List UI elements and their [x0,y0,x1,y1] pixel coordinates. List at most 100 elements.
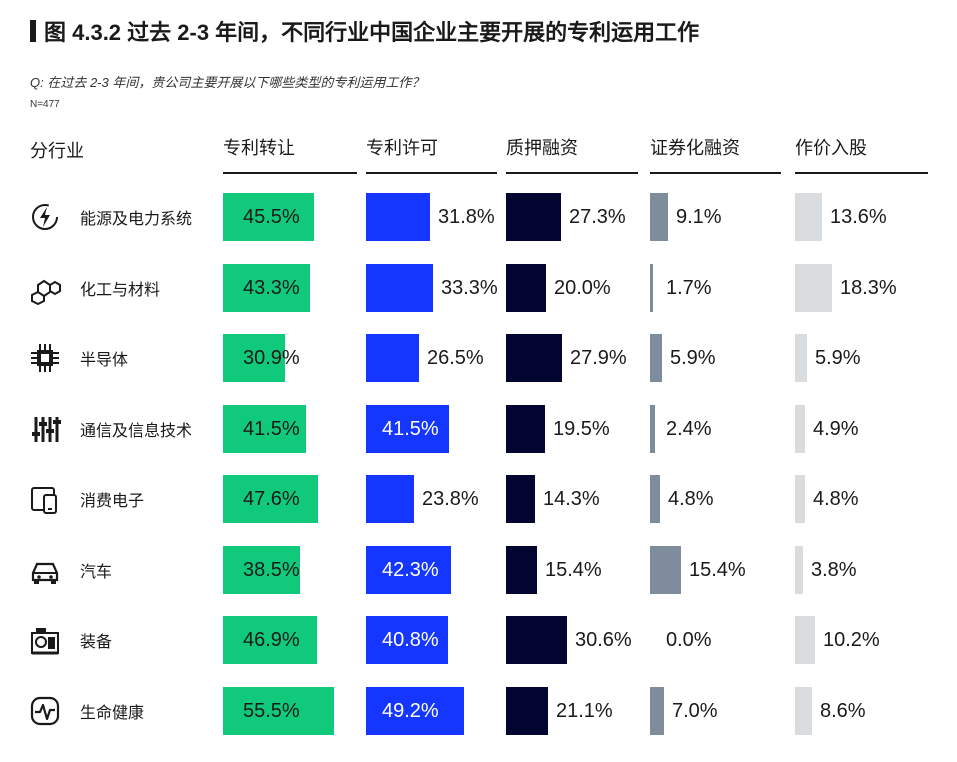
data-label: 4.8% [813,488,859,510]
devices-icon [28,482,62,516]
data-label: 42.3% [382,558,439,581]
industry-label: 通信及信息技术 [80,422,193,440]
data-label: 21.1% [556,699,613,722]
data-label: 41.5% [382,417,439,440]
data-label: 1.7% [666,276,712,299]
data-label: 26.5% [427,347,484,369]
data-label: 20.0% [554,276,611,299]
data-label: 5.9% [815,347,861,369]
data-label: 9.1% [676,206,722,228]
data-label: 10.2% [823,629,880,651]
data-label: 27.9% [570,347,627,369]
industry-label: 生命健康 [80,704,145,722]
bar [650,404,655,453]
bar [650,263,653,312]
bar [366,475,414,523]
data-label: 33.3% [441,276,498,299]
bar [795,686,812,735]
bar [223,686,334,735]
bar [650,193,668,241]
bar [366,193,430,241]
industry-label: 汽车 [80,563,113,581]
data-label: 30.9% [243,347,300,369]
data-label: 55.5% [243,699,300,722]
bar [506,263,546,312]
bar [506,545,537,594]
data-label: 5.9% [670,347,716,369]
bar [366,404,449,453]
industry-label: 化工与材料 [80,281,161,299]
bar [223,616,317,664]
bar [795,404,805,453]
bar [795,334,807,382]
data-label: 38.5% [243,558,300,581]
survey-question: Q: 在过去 2-3 年间，贵公司主要开展以下哪些类型的专利运用工作？ [30,75,425,90]
column-rule [795,172,928,174]
bar [650,475,660,523]
data-label: 3.8% [811,558,857,581]
data-label: 31.8% [438,206,495,228]
bar [795,263,832,312]
pulse-icon [28,694,62,728]
data-label: 4.9% [813,417,859,440]
data-label: 13.6% [830,206,887,228]
data-label: 30.6% [575,629,632,651]
column-header: 专利许可 [366,138,438,158]
bar [506,193,561,241]
sliders-icon [28,412,62,446]
bar [506,404,545,453]
bar [223,545,300,594]
bar [506,475,535,523]
bar [650,334,662,382]
bar [650,545,681,594]
data-label: 43.3% [243,276,300,299]
data-label: 7.0% [672,699,718,722]
bar [366,263,433,312]
data-label: 18.3% [840,276,897,299]
data-label: 45.5% [243,206,300,228]
column-header: 作价入股 [795,138,867,158]
column-rule [223,172,357,174]
bar [223,475,318,523]
industry-label: 能源及电力系统 [80,211,193,228]
bar [506,686,548,735]
bar [223,334,285,382]
industry-label: 消费电子 [80,493,145,510]
chart-title: 图 4.3.2 过去 2-3 年间，不同行业中国企业主要开展的专利运用工作 [44,20,700,45]
data-label: 15.4% [545,558,602,581]
bar [795,616,815,664]
data-label: 40.8% [382,629,439,651]
column-rule [650,172,781,174]
machine-icon [28,623,62,657]
bar [650,686,664,735]
bar [366,334,419,382]
data-label: 15.4% [689,558,746,581]
column-rule [506,172,638,174]
data-label: 4.8% [668,488,714,510]
data-label: 14.3% [543,488,600,510]
bar [366,686,464,735]
data-label: 47.6% [243,488,300,510]
data-label: 2.4% [666,417,712,440]
row-header: 分行业 [30,141,84,161]
column-header: 专利转让 [223,138,295,158]
bar [223,193,314,241]
data-label: 23.8% [422,488,479,510]
column-header: 证券化融资 [650,138,740,158]
data-label: 19.5% [553,417,610,440]
bar [795,475,805,523]
bar [795,193,822,241]
data-label: 41.5% [243,417,300,440]
data-label: 0.0% [666,629,712,651]
bar [795,545,803,594]
industry-label: 装备 [80,634,113,651]
bar [223,404,306,453]
industry-label: 半导体 [80,352,129,369]
data-label: 46.9% [243,629,300,651]
energy-icon [28,200,62,234]
bar [366,545,451,594]
bar [223,263,310,312]
title-accent-bar [30,20,36,42]
molecule-icon [28,271,62,305]
column-header: 质押融资 [506,138,578,158]
